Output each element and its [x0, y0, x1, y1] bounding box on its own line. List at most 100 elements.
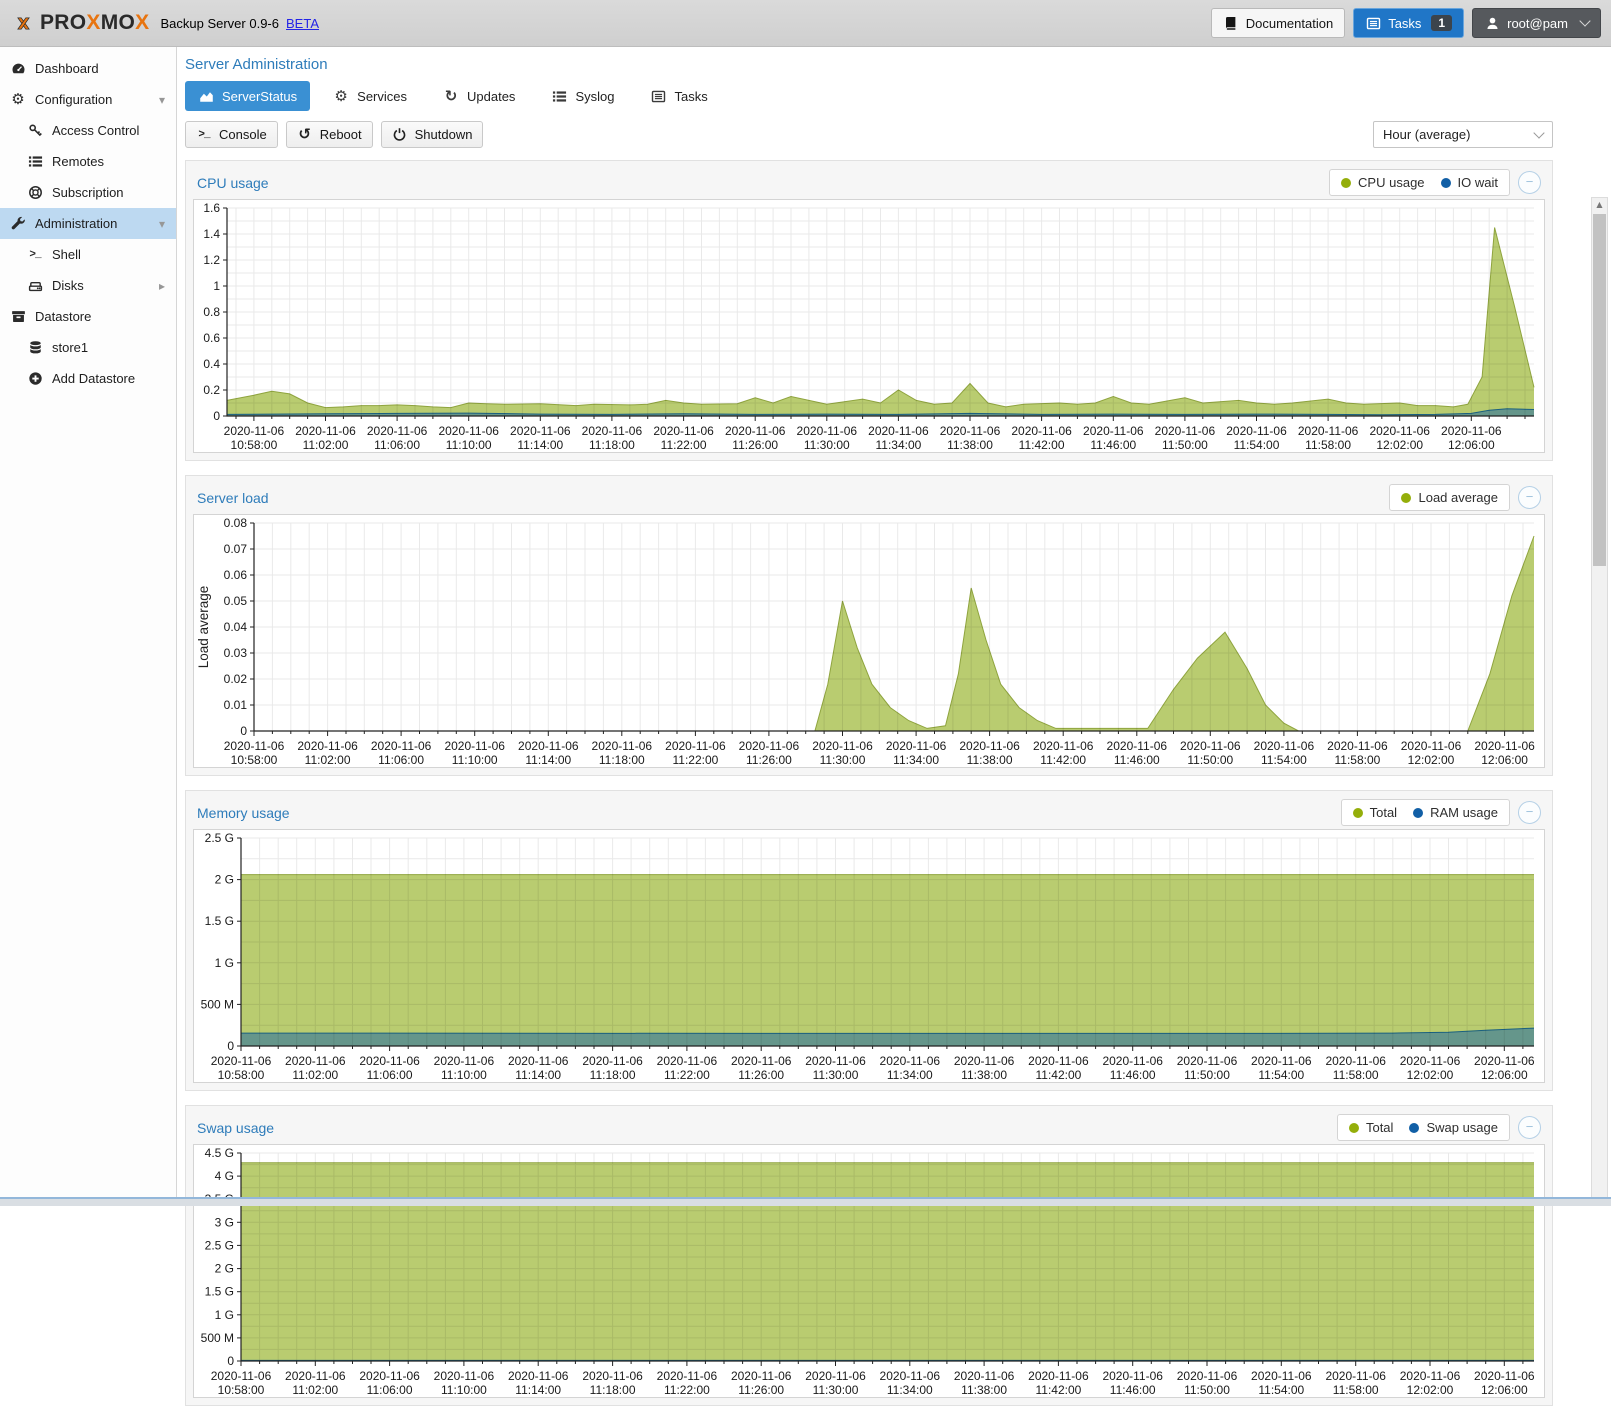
- panel-header: CPU usage CPU usage IO wait −: [193, 166, 1545, 199]
- svg-text:2020-11-06: 2020-11-06: [868, 424, 929, 438]
- svg-text:11:42:00: 11:42:00: [1035, 1383, 1081, 1397]
- proxmox-x-logo: [10, 10, 37, 37]
- cogs-icon: ⚙: [334, 86, 348, 105]
- svg-text:0: 0: [227, 1039, 234, 1053]
- svg-text:11:38:00: 11:38:00: [947, 438, 993, 452]
- reboot-button[interactable]: ↺ Reboot: [285, 121, 373, 148]
- sidebar-item-configuration[interactable]: ⚙ Configuration ▾: [0, 84, 176, 115]
- svg-text:2020-11-06: 2020-11-06: [1107, 739, 1168, 753]
- sidebar-item-store1[interactable]: store1: [0, 332, 176, 363]
- svg-text:2020-11-06: 2020-11-06: [224, 424, 285, 438]
- tab-label: Tasks: [674, 88, 708, 104]
- collapse-panel-button[interactable]: −: [1518, 486, 1541, 509]
- legend-item: RAM usage: [1413, 805, 1498, 820]
- sidebar-item-label: Access Control: [52, 123, 140, 138]
- tasks-button[interactable]: Tasks 1: [1353, 8, 1465, 38]
- svg-text:0: 0: [240, 724, 247, 738]
- svg-text:2020-11-06: 2020-11-06: [805, 1054, 866, 1068]
- chart-area: 2020-11-06 10:58:00 2020-11-06 11:02:00 2020…: [193, 514, 1545, 768]
- scrollbar-up-arrow-icon[interactable]: ▲: [1596, 200, 1603, 209]
- tab-updates[interactable]: ↻ Updates: [430, 81, 528, 111]
- timeframe-value: Hour (average): [1383, 127, 1471, 142]
- svg-text:2020-11-06: 2020-11-06: [1401, 739, 1462, 753]
- tab-tasks[interactable]: Tasks: [637, 81, 720, 111]
- server-load-chart: 2020-11-0610:58:002020-11-0611:02:002020…: [196, 516, 1535, 767]
- svg-text:2020-11-06: 2020-11-06: [1102, 1369, 1163, 1383]
- svg-text:2020-11-06: 2020-11-06: [1033, 739, 1094, 753]
- tab-serverstatus[interactable]: ServerStatus: [185, 81, 311, 111]
- page-title: Server Administration: [185, 56, 328, 73]
- svg-text:12:06:00: 12:06:00: [1481, 1383, 1528, 1397]
- svg-text:2020-11-06: 2020-11-06: [739, 739, 800, 753]
- svg-text:0.06: 0.06: [224, 568, 248, 582]
- plus-circle-icon: [27, 371, 43, 387]
- svg-text:11:42:00: 11:42:00: [1019, 438, 1065, 452]
- svg-text:11:58:00: 11:58:00: [1333, 1068, 1379, 1082]
- tab-services[interactable]: ⚙ Services: [320, 81, 420, 111]
- documentation-button[interactable]: Documentation: [1210, 8, 1346, 38]
- svg-text:11:54:00: 11:54:00: [1261, 753, 1307, 767]
- tab-label: Syslog: [575, 88, 615, 104]
- sidebar-item-access-control[interactable]: Access Control: [0, 115, 176, 146]
- sidebar-item-dashboard[interactable]: Dashboard: [0, 53, 176, 84]
- svg-text:2020-11-06: 2020-11-06: [797, 424, 858, 438]
- sidebar-item-administration[interactable]: Administration ▾: [0, 208, 176, 239]
- chevron-down-icon: ▾: [158, 216, 165, 231]
- undo-icon: ↺: [298, 125, 311, 143]
- svg-text:2020-11-06: 2020-11-06: [211, 1369, 272, 1383]
- legend-item: CPU usage: [1341, 175, 1425, 190]
- life-ring-icon: [27, 185, 43, 201]
- legend-label: IO wait: [1457, 175, 1498, 190]
- svg-text:11:02:00: 11:02:00: [292, 1383, 338, 1397]
- svg-text:2.5 G: 2.5 G: [205, 831, 234, 845]
- collapse-panel-button[interactable]: −: [1518, 1116, 1541, 1139]
- svg-text:11:54:00: 11:54:00: [1234, 438, 1280, 452]
- sidebar-item-add-datastore[interactable]: Add Datastore: [0, 363, 176, 394]
- key-icon: [27, 123, 43, 139]
- scrollbar-thumb[interactable]: [1593, 214, 1606, 566]
- svg-text:1: 1: [213, 279, 220, 293]
- svg-text:2020-11-06: 2020-11-06: [211, 1054, 272, 1068]
- sidebar-item-disks[interactable]: Disks ▸: [0, 270, 176, 301]
- user-icon: [1484, 15, 1500, 31]
- user-menu-button[interactable]: root@pam: [1472, 8, 1601, 38]
- sidebar-item-label: Subscription: [52, 185, 124, 200]
- sidebar-item-shell[interactable]: >_ Shell: [0, 239, 176, 270]
- brand-name: PROXMOX: [40, 11, 150, 34]
- console-button[interactable]: >_ Console: [185, 121, 278, 148]
- tab-syslog[interactable]: Syslog: [538, 81, 627, 111]
- svg-text:11:22:00: 11:22:00: [664, 1383, 710, 1397]
- svg-text:2020-11-06: 2020-11-06: [1298, 424, 1359, 438]
- svg-text:4.5 G: 4.5 G: [205, 1146, 234, 1160]
- legend-item: Swap usage: [1409, 1120, 1498, 1135]
- sidebar-item-subscription[interactable]: Subscription: [0, 177, 176, 208]
- svg-text:1.6: 1.6: [203, 201, 220, 215]
- collapse-panel-button[interactable]: −: [1518, 171, 1541, 194]
- svg-text:11:58:00: 11:58:00: [1333, 1383, 1379, 1397]
- memory-usage-chart: 2020-11-0610:58:002020-11-0611:02:002020…: [201, 831, 1535, 1082]
- svg-text:11:02:00: 11:02:00: [292, 1068, 338, 1082]
- svg-text:11:30:00: 11:30:00: [804, 438, 850, 452]
- svg-text:11:50:00: 11:50:00: [1184, 1068, 1230, 1082]
- sidebar-item-remotes[interactable]: Remotes: [0, 146, 176, 177]
- list-alt-icon: [650, 88, 666, 104]
- svg-text:12:02:00: 12:02:00: [1408, 753, 1455, 767]
- timeframe-select[interactable]: Hour (average): [1373, 121, 1553, 148]
- toolbar-buttons: >_ Console ↺ Reboot Shutdown: [185, 121, 491, 148]
- svg-text:12:06:00: 12:06:00: [1481, 1068, 1528, 1082]
- server-load-legend: Load average: [1389, 484, 1510, 511]
- collapse-panel-button[interactable]: −: [1518, 801, 1541, 824]
- legend-item: Load average: [1401, 490, 1498, 505]
- svg-text:11:14:00: 11:14:00: [515, 1383, 561, 1397]
- svg-text:2020-11-06: 2020-11-06: [657, 1054, 718, 1068]
- shutdown-button[interactable]: Shutdown: [380, 121, 484, 148]
- book-icon: [1223, 15, 1239, 31]
- svg-text:1.2: 1.2: [203, 253, 220, 267]
- sidebar-item-datastore[interactable]: Datastore: [0, 301, 176, 332]
- vertical-scrollbar[interactable]: ▲: [1591, 197, 1608, 1198]
- svg-text:11:26:00: 11:26:00: [746, 753, 792, 767]
- toolbar: >_ Console ↺ Reboot Shutdown Hour (average): [185, 121, 1553, 148]
- beta-link[interactable]: BETA: [286, 15, 319, 31]
- svg-text:2020-11-06: 2020-11-06: [297, 739, 358, 753]
- svg-text:11:14:00: 11:14:00: [517, 438, 563, 452]
